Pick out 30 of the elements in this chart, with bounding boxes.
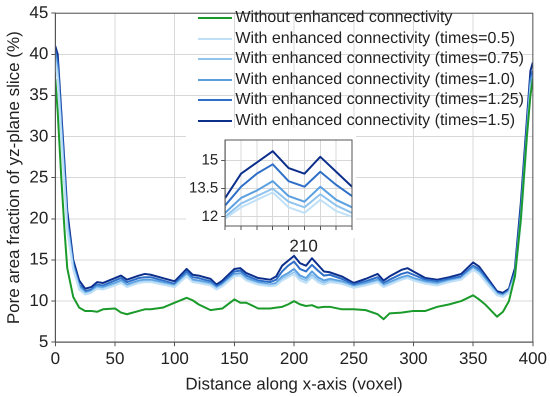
x-tick-label: 300: [399, 349, 428, 368]
x-tick-label: 400: [518, 349, 548, 368]
x-tick-label: 250: [340, 349, 368, 368]
legend-label: With enhanced connectivity (times=1.25): [235, 90, 524, 110]
y-axis-title: Pore area fraction of yz-plane slice (%): [4, 31, 23, 324]
x-tick-label: 200: [280, 349, 308, 368]
y-tick-label: 15: [202, 152, 218, 169]
y-tick-label: 15: [29, 250, 48, 269]
x-tick-label: 350: [458, 349, 488, 368]
y-tick-label: 45: [29, 2, 48, 22]
x-axis-title: Distance along x-axis (voxel): [185, 374, 403, 394]
legend-label: With enhanced connectivity (times=0.5): [235, 28, 516, 48]
y-tick-label: 25: [29, 167, 48, 186]
x-tick-label: 100: [160, 349, 189, 368]
y-tick-label: 13.5: [188, 180, 218, 197]
x-tick-label: 150: [220, 349, 249, 368]
legend-label: With enhanced connectivity (times=1.5): [235, 110, 516, 130]
y-tick-label: 20: [29, 208, 48, 228]
legend-label: With enhanced connectivity (times=1.0): [235, 70, 516, 90]
legend-label: With enhanced connectivity (times=0.75): [235, 49, 524, 69]
y-tick-label: 35: [29, 85, 48, 104]
y-tick-label: 30: [29, 126, 48, 146]
y-tick-label: 12: [202, 208, 218, 225]
y-tick-label: 10: [29, 290, 48, 310]
x-tick-label: 0: [50, 349, 60, 368]
legend-label: Without enhanced connectivity: [235, 8, 452, 28]
y-tick-label: 5: [38, 332, 48, 351]
x-tick-label: 50: [106, 349, 124, 368]
annotation: 210: [289, 236, 318, 256]
y-tick-label: 40: [29, 44, 48, 64]
